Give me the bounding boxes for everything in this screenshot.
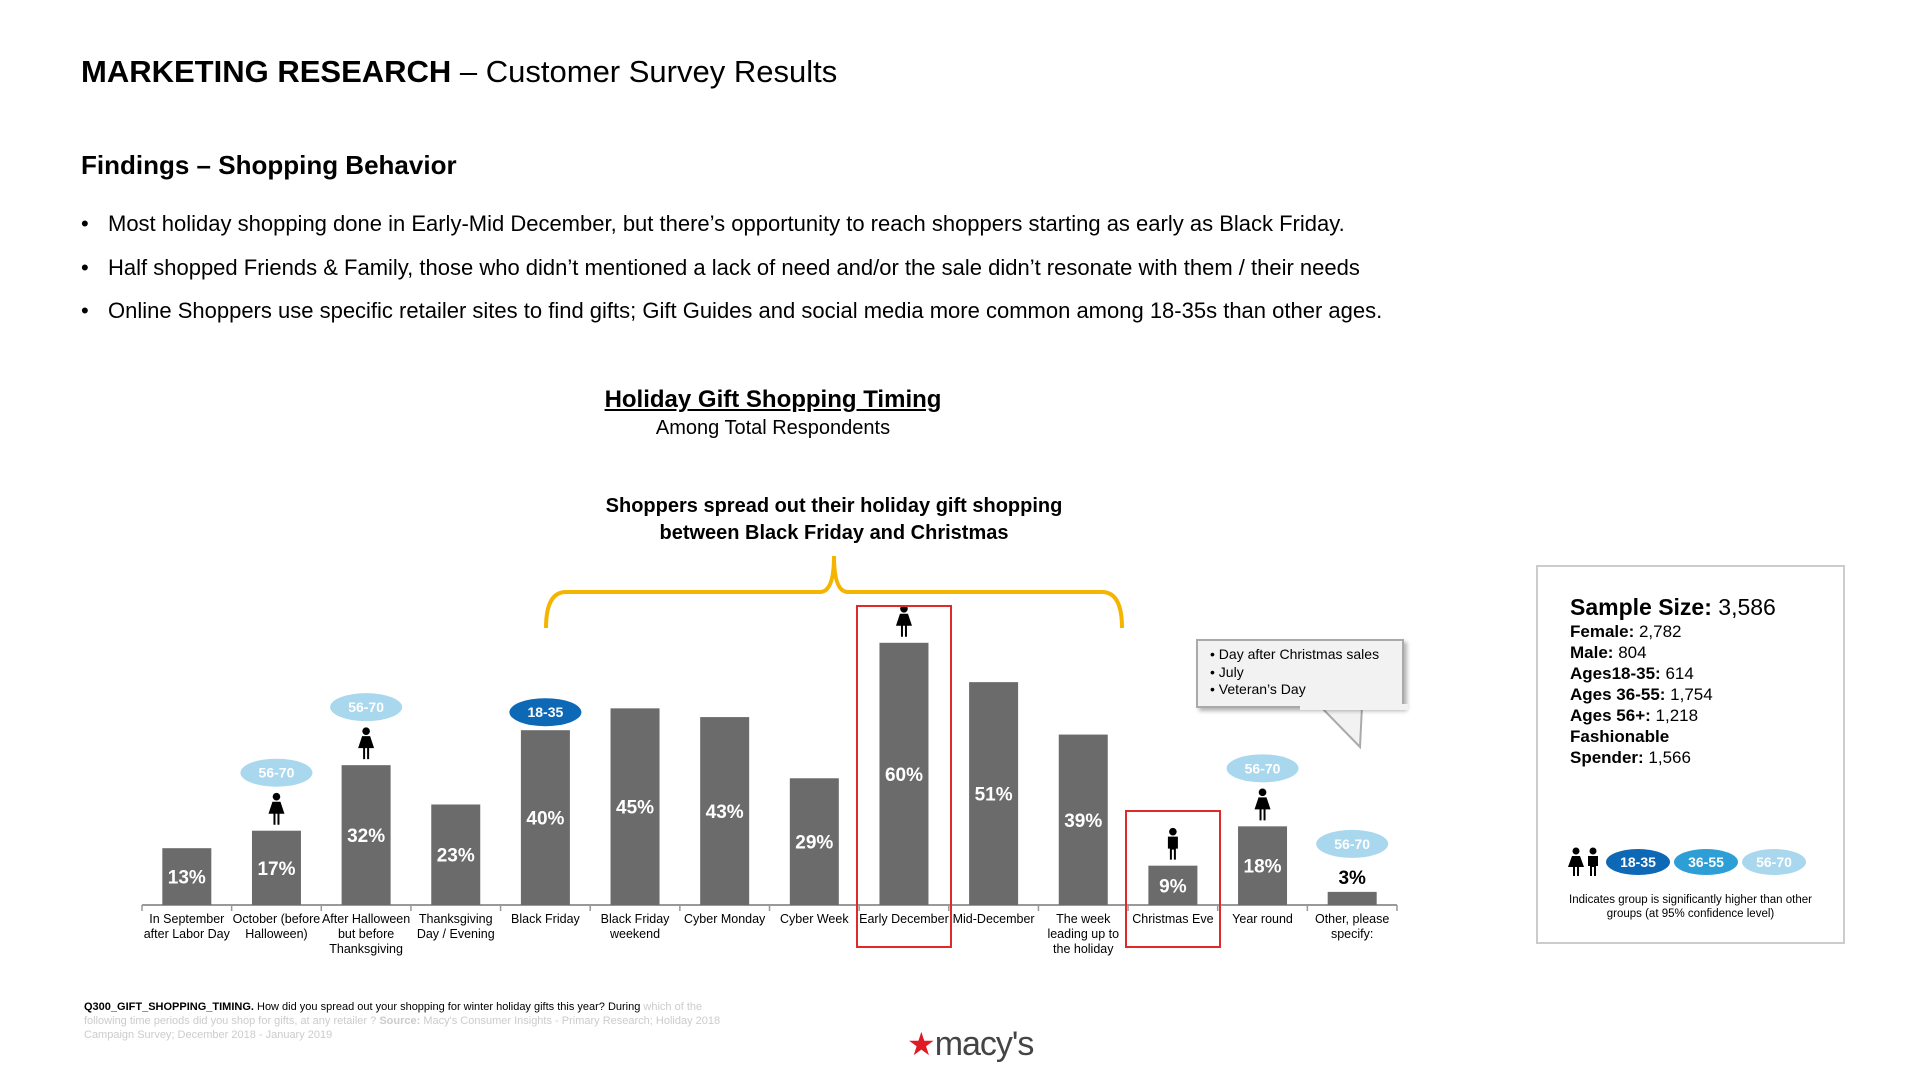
category-label: After Halloween but before Thanksgiving: [321, 912, 411, 956]
female-icon: [1254, 788, 1271, 821]
male-icon: [1167, 827, 1178, 860]
bar: [341, 765, 391, 905]
category-label: Early December: [859, 912, 949, 926]
category-label: Christmas Eve: [1132, 912, 1214, 926]
category-label: Other, please specify:: [1314, 912, 1390, 941]
sample-row: Female: 2,782: [1570, 622, 1682, 641]
category-label: The week leading up to the holiday: [1047, 912, 1120, 956]
age-bubble-label: 56-70: [348, 699, 384, 715]
callout-item: • July: [1210, 663, 1244, 680]
age-bubble: [240, 758, 313, 787]
value-label: 45%: [616, 798, 654, 819]
value-label: 39%: [1064, 811, 1102, 832]
category-label: Year round: [1232, 912, 1293, 926]
bar: [969, 682, 1019, 905]
value-label: 40%: [526, 809, 564, 830]
sample-size-card: Sample Size: 3,586 Female: 2,782 Male: 8…: [1536, 565, 1845, 944]
callout-item: • Day after Christmas sales: [1210, 646, 1380, 662]
bar: [1327, 891, 1377, 905]
age-bubble-label: 56-70: [1245, 760, 1281, 776]
chart-subtitle: Among Total Respondents: [655, 417, 891, 439]
highlight-box: [855, 605, 952, 948]
sample-row: Fashionable: [1570, 727, 1670, 746]
bar: [431, 804, 481, 905]
callout-other: • Day after Christmas sales • July • Vet…: [1196, 639, 1404, 708]
value-label: 23%: [437, 846, 475, 867]
bracket: [544, 555, 1124, 629]
bar: [251, 830, 301, 905]
bar: [789, 778, 839, 905]
value-label: 60%: [885, 765, 923, 786]
legend-note: Indicates group is significantly higher …: [1569, 894, 1812, 920]
age-bubble: [1316, 829, 1389, 858]
female-icon: [358, 727, 375, 760]
macys-logo: ★macy's: [907, 1025, 1034, 1063]
category-label: Thanksgiving Day / Evening: [416, 912, 495, 941]
chart-title: Holiday Gift Shopping Timing: [604, 386, 942, 413]
age-bubble-label: 56-70: [259, 765, 295, 781]
category-label: Cyber Week: [780, 912, 849, 926]
page-title: MARKETING RESEARCH – Customer Survey Res…: [81, 54, 838, 89]
value-label: 17%: [257, 859, 295, 880]
bar: [520, 730, 570, 905]
legend-pill-56-70: 56-70: [1742, 849, 1806, 875]
category-label: In September after Labor Day: [143, 912, 230, 941]
age-bubble: [1226, 754, 1299, 783]
bar: [1238, 826, 1288, 905]
category-label: Black Friday: [511, 912, 580, 926]
sample-row: Ages 36-55: 1,754: [1570, 685, 1713, 704]
sample-row: Ages 56+: 1,218: [1570, 706, 1699, 725]
value-label: 13%: [168, 868, 206, 889]
highlight-box: [1124, 810, 1221, 948]
bar: [879, 642, 929, 905]
age-bubble-label: 56-70: [1334, 836, 1370, 852]
chart-annotation: Shoppers spread out their holiday gift s…: [605, 495, 1063, 544]
value-label: 43%: [706, 802, 744, 823]
finding-bullet: • Most holiday shopping done in Early-Mid…: [81, 211, 1345, 236]
sample-size: Sample Size: 3,586: [1570, 594, 1776, 620]
bar: [1148, 865, 1198, 905]
bar: [1058, 734, 1108, 905]
category-label: Black Friday weekend: [600, 912, 670, 941]
value-label: 9%: [1159, 876, 1187, 897]
legend-pill-18-35: 18-35: [1606, 849, 1670, 875]
star-icon: ★: [907, 1026, 936, 1062]
female-male-icon: [1568, 847, 1598, 876]
section-heading: Findings – Shopping Behavior: [81, 150, 457, 180]
value-label: 32%: [347, 826, 385, 847]
bar: [700, 717, 750, 905]
finding-bullet: • Half shopped Friends & Family, those wh…: [81, 255, 1360, 280]
legend-pill-36-55: 36-55: [1674, 849, 1738, 875]
age-bubble: [509, 698, 582, 727]
age-bubble-label: 18-35: [527, 704, 563, 720]
finding-bullet: • Online Shoppers use specific retailer s…: [81, 298, 1383, 323]
footnote: Q300_GIFT_SHOPPING_TIMING. How did you s…: [84, 1001, 721, 1041]
category-label: October (before Halloween): [232, 912, 321, 941]
age-bubble: [330, 693, 403, 722]
value-label: 3%: [1338, 868, 1366, 889]
value-label: 18%: [1244, 857, 1282, 878]
sample-row: Ages18-35: 614: [1570, 664, 1694, 683]
bar: [162, 848, 212, 905]
sample-row: Male: 804: [1570, 643, 1647, 662]
category-label: Cyber Monday: [684, 912, 766, 926]
callout-pointer: [1319, 705, 1363, 750]
callout-item: • Veteran’s Day: [1210, 681, 1306, 697]
category-label: Mid-December: [952, 912, 1035, 926]
bar: [610, 708, 660, 905]
female-icon: [268, 792, 285, 825]
value-label: 29%: [795, 833, 833, 854]
sample-row: Spender: 1,566: [1570, 748, 1691, 767]
value-label: 51%: [975, 785, 1013, 806]
